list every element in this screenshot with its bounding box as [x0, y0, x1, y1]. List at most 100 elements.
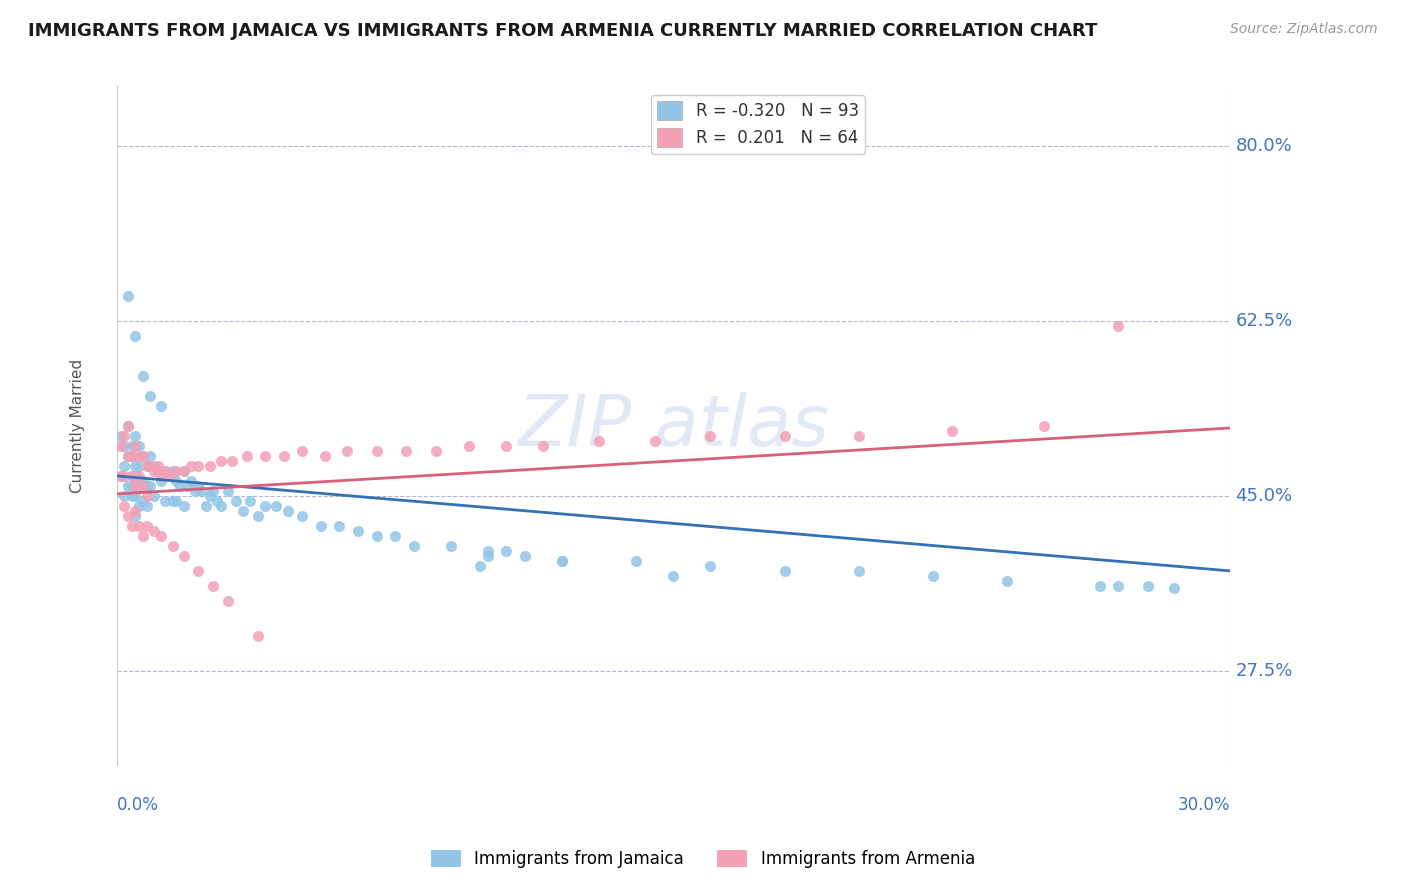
Point — [187, 479, 209, 493]
Point — [347, 524, 370, 538]
Point — [198, 489, 221, 503]
Point — [384, 529, 406, 543]
Text: ZIP atlas: ZIP atlas — [517, 392, 830, 460]
Point — [202, 483, 225, 498]
Point — [773, 429, 796, 443]
Point — [699, 429, 721, 443]
Point — [139, 389, 162, 403]
Point — [314, 449, 336, 463]
Point — [1107, 319, 1129, 334]
Point — [699, 558, 721, 573]
Point — [1088, 579, 1111, 593]
Point — [124, 479, 146, 493]
Point — [121, 449, 143, 463]
Point — [941, 424, 963, 438]
Point — [139, 479, 162, 493]
Point — [132, 369, 155, 384]
Text: Source: ZipAtlas.com: Source: ZipAtlas.com — [1230, 22, 1378, 37]
Point — [366, 444, 388, 458]
Point — [128, 479, 150, 493]
Text: 62.5%: 62.5% — [1236, 312, 1292, 330]
Point — [235, 449, 257, 463]
Point — [135, 479, 157, 493]
Point — [117, 449, 139, 463]
Point — [395, 444, 418, 458]
Point — [477, 544, 499, 558]
Point — [128, 458, 150, 473]
Point — [291, 508, 314, 523]
Point — [139, 458, 162, 473]
Point — [221, 454, 243, 468]
Point — [132, 529, 155, 543]
Point — [117, 479, 139, 493]
Point — [402, 539, 425, 553]
Point — [150, 399, 173, 413]
Point — [135, 499, 157, 513]
Point — [124, 458, 146, 473]
Text: 0.0%: 0.0% — [117, 797, 159, 814]
Point — [121, 449, 143, 463]
Text: 30.0%: 30.0% — [1177, 797, 1230, 814]
Point — [153, 494, 176, 508]
Point — [132, 474, 155, 488]
Point — [112, 499, 135, 513]
Point — [551, 554, 574, 568]
Point — [165, 474, 187, 488]
Point — [117, 419, 139, 434]
Point — [848, 564, 870, 578]
Point — [588, 434, 610, 448]
Point — [110, 439, 132, 453]
Point — [112, 439, 135, 453]
Point — [121, 489, 143, 503]
Text: 45.0%: 45.0% — [1236, 487, 1292, 505]
Point — [112, 489, 135, 503]
Point — [495, 439, 517, 453]
Point — [128, 439, 150, 453]
Point — [291, 444, 314, 458]
Point — [124, 439, 146, 453]
Point — [1033, 419, 1056, 434]
Point — [276, 504, 298, 518]
Point — [533, 439, 555, 453]
Point — [117, 289, 139, 303]
Point — [254, 499, 277, 513]
Point — [773, 564, 796, 578]
Point — [176, 479, 198, 493]
Point — [246, 629, 269, 643]
Text: IMMIGRANTS FROM JAMAICA VS IMMIGRANTS FROM ARMENIA CURRENTLY MARRIED CORRELATION: IMMIGRANTS FROM JAMAICA VS IMMIGRANTS FR… — [28, 22, 1098, 40]
Point — [121, 469, 143, 483]
Point — [135, 458, 157, 473]
Point — [157, 469, 180, 483]
Point — [209, 499, 232, 513]
Point — [112, 458, 135, 473]
Point — [117, 449, 139, 463]
Point — [165, 494, 187, 508]
Point — [110, 469, 132, 483]
Point — [139, 449, 162, 463]
Point — [217, 594, 239, 608]
Point — [124, 504, 146, 518]
Point — [187, 458, 209, 473]
Point — [366, 529, 388, 543]
Point — [477, 549, 499, 563]
Point — [121, 519, 143, 533]
Point — [128, 469, 150, 483]
Point — [1137, 579, 1160, 593]
Point — [128, 499, 150, 513]
Point — [173, 499, 195, 513]
Point — [150, 529, 173, 543]
Point — [848, 429, 870, 443]
Point — [225, 494, 247, 508]
Point — [922, 569, 945, 583]
Point — [132, 449, 155, 463]
Point — [662, 569, 685, 583]
Point — [150, 474, 173, 488]
Point — [132, 479, 155, 493]
Point — [191, 483, 214, 498]
Point — [132, 449, 155, 463]
Point — [110, 429, 132, 443]
Point — [995, 574, 1018, 588]
Point — [232, 504, 254, 518]
Point — [425, 444, 447, 458]
Point — [458, 439, 481, 453]
